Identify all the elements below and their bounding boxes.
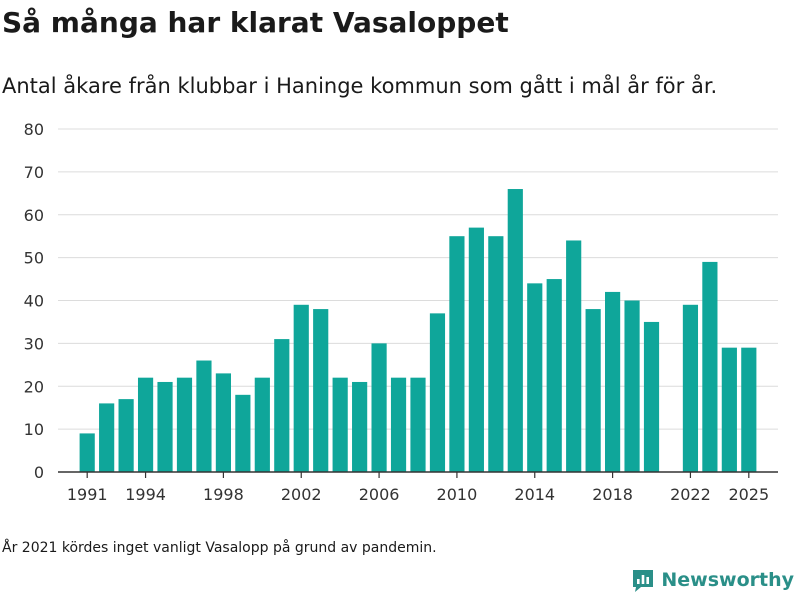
y-tick-label: 0	[34, 463, 44, 482]
x-tick-label: 2025	[728, 485, 769, 504]
y-tick-label: 10	[24, 420, 44, 439]
bar	[682, 304, 699, 472]
bar	[137, 377, 154, 472]
bar	[624, 300, 640, 472]
bar	[605, 291, 621, 472]
y-tick-label: 40	[24, 292, 44, 311]
chart-title: Så många har klarat Vasaloppet	[2, 6, 509, 39]
bar-chart: 0 10 20 30 40 50 60 70 80 1991 1994 1998 2002 2006 201…	[24, 120, 778, 504]
bar	[215, 373, 231, 472]
newsworthy-logo: Newsworthy	[631, 568, 794, 592]
x-tick-label: 1991	[67, 485, 108, 504]
bar	[390, 377, 407, 472]
x-tick-label: 2014	[514, 485, 555, 504]
y-tick-label: 20	[24, 377, 44, 396]
chart-subtitle: Antal åkare från klubbar i Haninge kommu…	[2, 74, 718, 98]
bar	[527, 283, 543, 472]
bar	[566, 240, 582, 472]
bar	[274, 339, 290, 472]
bar	[235, 394, 251, 472]
bar	[118, 399, 134, 472]
bar	[721, 347, 737, 472]
x-tick-label: 1998	[203, 485, 244, 504]
footnote: År 2021 kördes inget vanligt Vasalopp på…	[2, 540, 437, 556]
bar	[488, 236, 504, 472]
bar	[585, 309, 601, 472]
x-tick-label: 1994	[125, 485, 166, 504]
bar	[702, 261, 718, 472]
bar	[176, 377, 193, 472]
y-tick-label: 50	[24, 249, 44, 268]
bar	[468, 227, 484, 472]
brand-name: Newsworthy	[661, 569, 794, 591]
y-tick-label: 30	[24, 334, 44, 353]
bar	[741, 347, 757, 472]
bar	[196, 360, 212, 472]
y-tick-label: 70	[24, 163, 44, 182]
y-tick-label: 80	[24, 120, 44, 139]
y-tick-label: 60	[24, 206, 44, 225]
bar	[371, 343, 387, 472]
bar-chart-icon	[633, 570, 654, 592]
bar	[157, 381, 173, 472]
x-tick-label: 2022	[670, 485, 711, 504]
bar	[254, 377, 270, 472]
bar	[79, 433, 95, 472]
bar	[99, 403, 115, 472]
bar	[643, 321, 660, 472]
x-tick-label: 2010	[437, 485, 478, 504]
x-tick-label: 2018	[592, 485, 633, 504]
bar	[410, 377, 426, 472]
bar	[449, 236, 465, 472]
bar	[429, 313, 446, 472]
bar	[507, 189, 523, 472]
bar	[313, 309, 329, 472]
x-tick-label: 2006	[359, 485, 400, 504]
bar	[352, 381, 368, 472]
x-tick-label: 2002	[281, 485, 322, 504]
bar	[332, 377, 348, 472]
bar	[293, 304, 309, 472]
bar	[546, 279, 562, 472]
